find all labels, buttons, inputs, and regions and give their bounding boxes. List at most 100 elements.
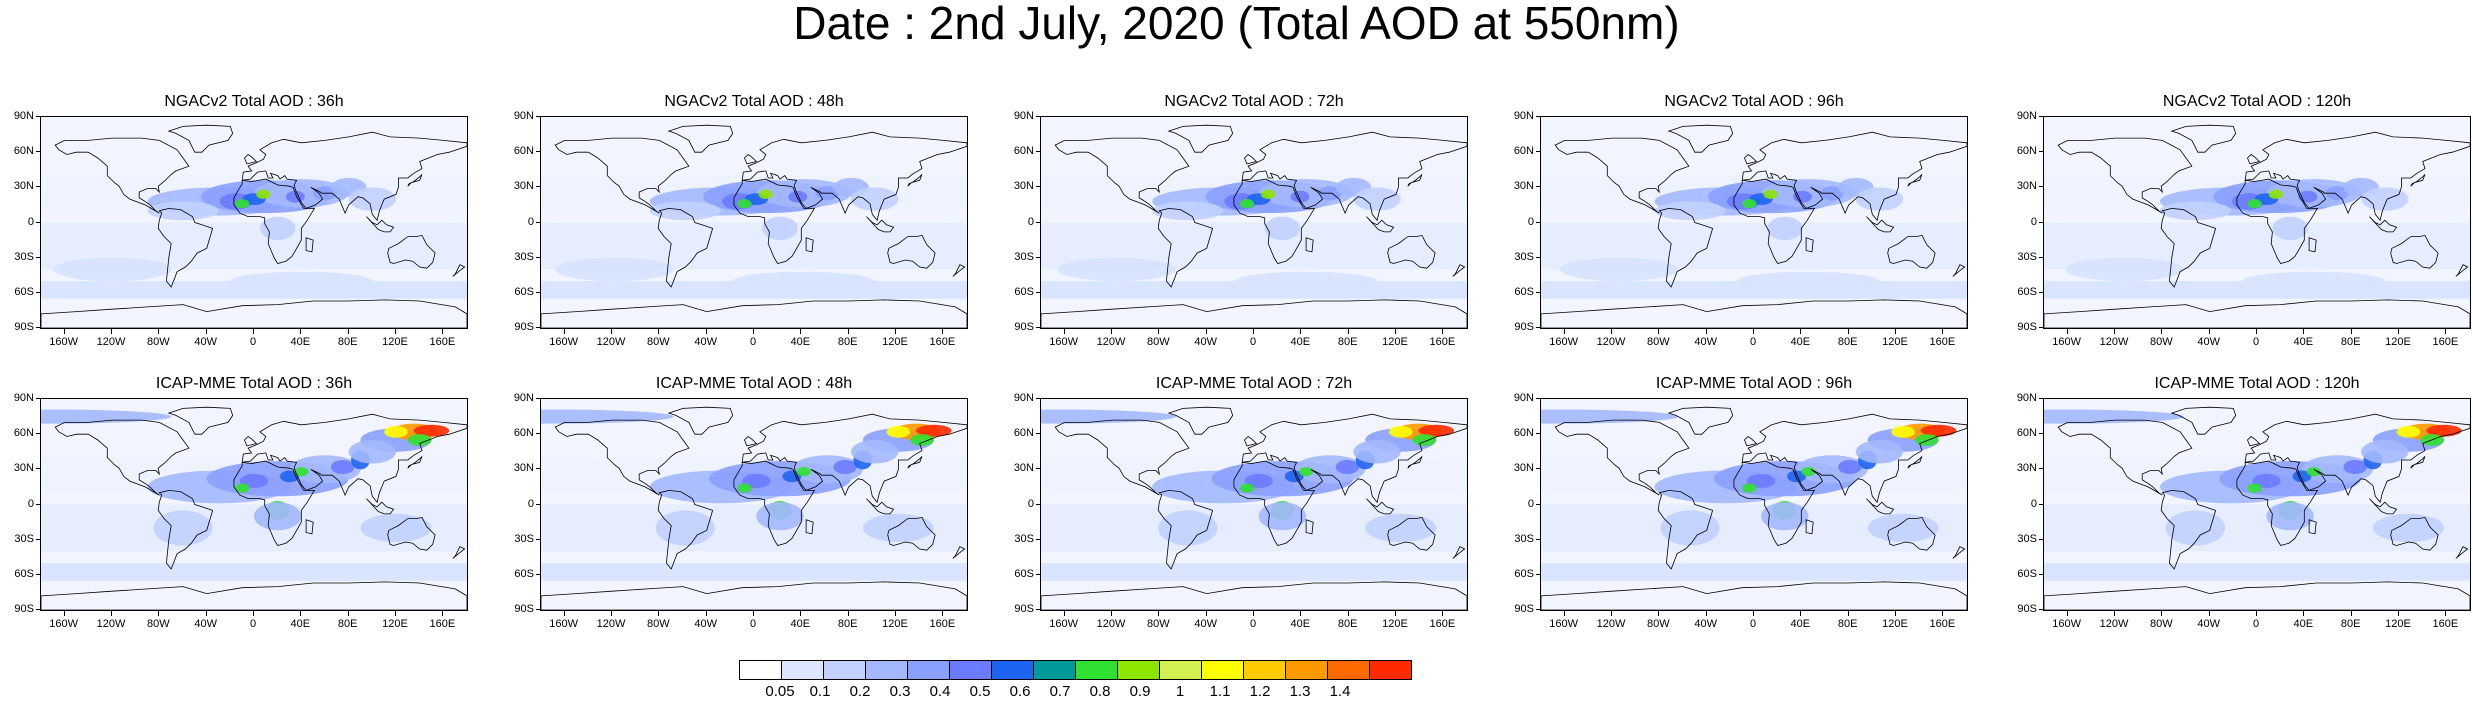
lon-tick-label: 80E [1337,336,1358,348]
lon-tick-label: 40W [694,336,717,348]
aod-field-blob [851,187,899,211]
lon-tick-label: 160W [549,336,579,348]
aod-field-blob [2396,425,2421,438]
lon-tick [2303,329,2305,334]
lon-tick [2350,611,2352,616]
lon-tick [1753,611,1754,616]
coastline [2455,546,2469,559]
lon-tick-label: 160W [1049,618,1079,630]
world-map [2043,116,2471,329]
coastline [2308,237,2317,253]
lon-tick [1563,611,1565,616]
lat-tick [536,573,540,575]
coastline [407,456,423,469]
coastline [1744,153,1758,165]
lon-tick [395,329,396,334]
lat-tick-label: 30S [1014,250,1034,263]
coastline [952,546,966,559]
aod-field-blob [655,510,715,546]
panel-title: ICAP-MME Total AOD : 72h [1155,375,1353,392]
lon-tick-label: 160E [1429,618,1456,630]
coastline [233,178,316,264]
lat-tick-label: 60N [1513,145,1534,158]
lon-tick-label: 40W [2197,336,2220,348]
aod-field-blob [1158,510,1218,546]
lat-tick [1536,433,1540,435]
coastline [2044,299,2470,328]
coastline [1054,419,1190,496]
colorbar-swatch [823,660,866,680]
lon-tick-label: 80E [2340,336,2361,348]
coastline [1054,137,1190,214]
lon-tick [1111,611,1112,616]
lon-tick-label: 160E [1929,618,1956,630]
colorbar-swatch [1243,660,1286,680]
lat-tick [1036,151,1040,153]
map-panel-ngacv2-120h: NGACv2 Total AOD : 120h 90N 60N 30N 0 30S 60S 9… [2003,92,2473,352]
coastline [2390,516,2439,551]
lat-tick-label: 60N [513,427,534,440]
lat-tick [36,398,40,399]
lon-tick-label: 80E [837,618,858,630]
aod-field-blob [2361,440,2409,464]
lon-tick-label: 0 [1749,336,1757,348]
coastline [1733,460,1816,546]
lon-tick-label: 40W [694,618,717,630]
panel-title: NGACv2 Total AOD : 36h [164,93,344,110]
coastline [1667,124,1734,153]
coastline [305,519,314,535]
lat-tick-label: 0 [2030,215,2037,228]
coastline [2247,435,2261,447]
aod-field-blob [2242,271,2385,291]
lon-tick [2398,611,2399,616]
coastline [1907,174,1923,187]
lon-tick [705,611,707,616]
colorbar-label: 0.1 [809,683,831,700]
lat-tick [36,186,40,188]
lat-tick [1536,221,1540,223]
lon-tick [1395,329,1396,334]
lon-tick-label: 0 [1749,618,1757,630]
aod-field-blob [1235,271,1378,291]
lat-tick-label: 0 [1527,215,1534,228]
coastline [244,435,258,447]
aod-field-blob [1801,466,1816,477]
lon-tick [347,329,349,334]
lon-tick-label: 80E [1837,618,1858,630]
lat-tick-label: 60S [1014,285,1034,298]
lat-tick [536,609,540,610]
colorbar-label: 0.4 [929,683,951,700]
coastline [1887,516,1936,551]
colorbar-swatch [1285,660,1328,680]
panel-title: ICAP-MME Total AOD : 120h [2154,375,2360,392]
aod-field-blob [1057,257,1176,282]
coastline [2244,413,2470,504]
aod-field-blob [1239,199,1254,209]
coastline [952,264,966,277]
colorbar-label: 1.4 [1329,683,1351,700]
aod-field-blob [2306,466,2321,477]
lon-tick-label: 40E [790,618,811,630]
lon-tick-label: 160E [429,618,456,630]
lon-tick-label: 40E [1290,618,1311,630]
map-panel-icap-mme-48h: ICAP-MME Total AOD : 48h 90N 60N 30N 0 30S 60S… [500,374,970,634]
colorbar-label: 1.2 [1249,683,1271,700]
aod-field-blob [2165,510,2226,546]
aod-field-blob [1412,434,1437,446]
lat-tick [36,256,40,258]
lon-tick-label: 80W [647,618,670,630]
lat-tick [2039,186,2043,188]
lon-tick-label: 80W [1647,336,1670,348]
aod-field-blob [2372,513,2444,543]
lon-tick [1347,611,1349,616]
lat-tick-label: 0 [27,497,34,510]
lon-tick [942,329,944,334]
aod-field-blob [796,466,811,477]
lon-tick-label: 0 [749,618,757,630]
lon-tick-label: 40E [290,336,311,348]
lat-tick [36,151,40,153]
aod-field-blob [348,440,397,464]
coastline [744,435,758,447]
coastline [2170,124,2237,153]
aod-map-svg [2044,399,2470,610]
